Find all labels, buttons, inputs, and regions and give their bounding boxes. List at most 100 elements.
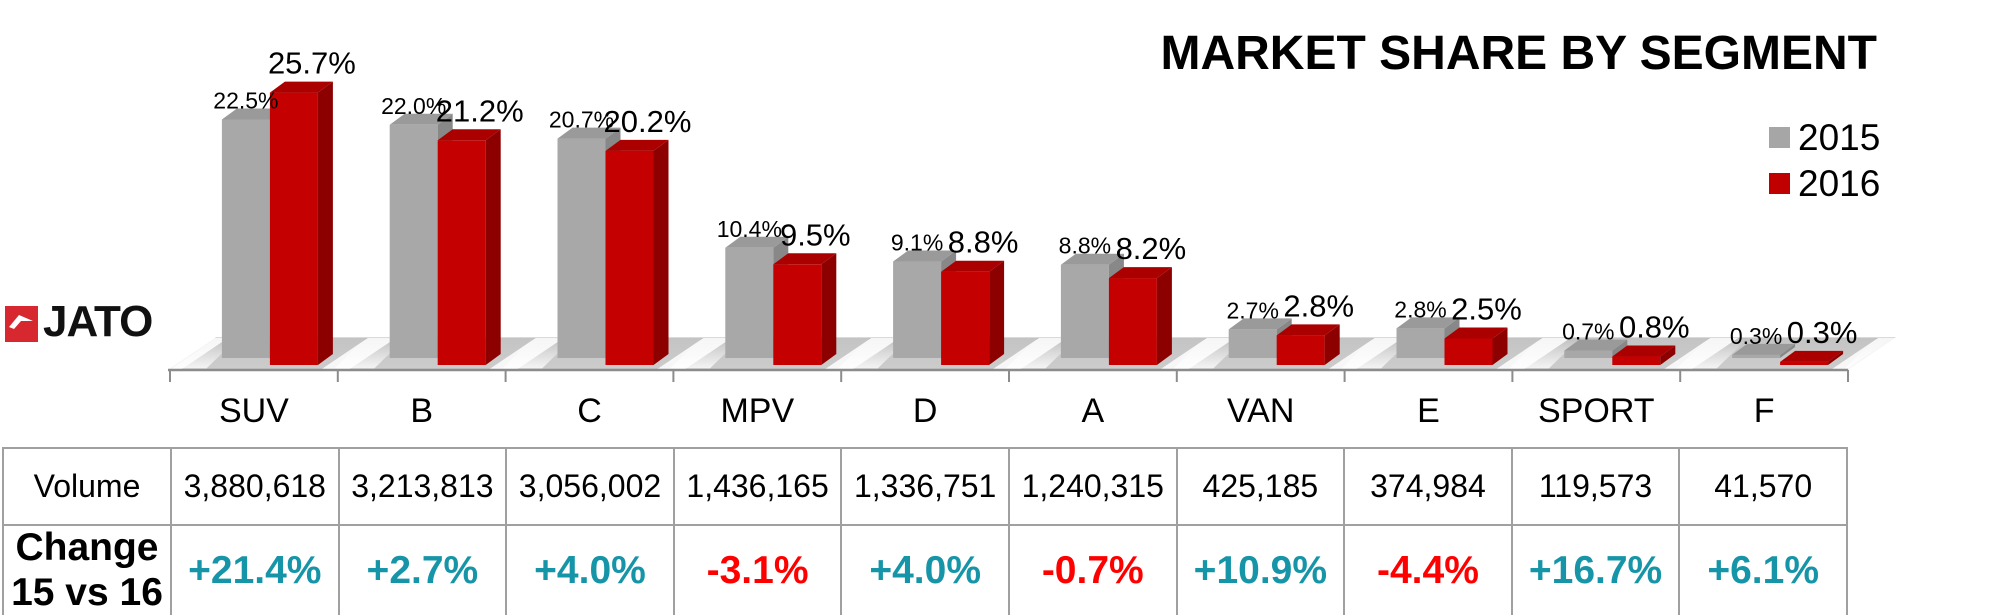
volume-cell-E: 374,984 xyxy=(1343,447,1513,526)
segment-data-table: Volume 3,880,618 3,213,813 3,056,002 1,436,1… xyxy=(2,447,1848,615)
value-label-2016-C: 20.2% xyxy=(604,104,692,139)
bar-2016-C xyxy=(605,150,654,365)
bar-2016-B xyxy=(437,140,486,365)
value-label-2015-C: 20.7% xyxy=(549,107,614,133)
bar-2016-MPV-top xyxy=(773,253,837,265)
change-row: Change 15 vs 16 +21.4% +2.7% +4.0% -3.1% +4.0%… xyxy=(2,524,1848,615)
bar-2015-F-top xyxy=(1732,343,1796,355)
bar-2015-SUV xyxy=(221,119,270,358)
bar-2016-A-side xyxy=(1156,267,1172,365)
bar-2015-E-top xyxy=(1396,317,1460,329)
bar-2015-MPV-top xyxy=(725,236,789,248)
bar-2016-F-side xyxy=(1828,350,1844,365)
bar-2015-SUV-top xyxy=(221,108,285,120)
legend-item-2015: 2015 xyxy=(1769,114,1880,160)
bar-2015-SPORT xyxy=(1564,350,1613,358)
value-label-2015-SPORT: 0.7% xyxy=(1562,319,1614,345)
category-label-SUV: SUV xyxy=(219,392,289,430)
bar-2015-B-top xyxy=(389,113,453,125)
bar-2016-A xyxy=(1108,278,1157,365)
value-label-2015-D: 9.1% xyxy=(891,230,943,256)
value-label-2015-E: 2.8% xyxy=(1394,296,1446,322)
value-label-2015-A: 8.8% xyxy=(1059,233,1111,259)
jato-logo-text: JATO xyxy=(43,297,153,346)
volume-cell-F: 41,570 xyxy=(1678,447,1848,526)
value-label-2015-F: 0.3% xyxy=(1730,323,1782,349)
change-cell-A: -0.7% xyxy=(1007,524,1178,615)
change-cell-D: +4.0% xyxy=(840,524,1010,615)
floor-highlight-band xyxy=(154,338,228,369)
bar-2016-VAN xyxy=(1276,335,1325,365)
bar-2016-MPV xyxy=(773,264,822,365)
bar-2016-F xyxy=(1780,361,1829,365)
bar-2015-VAN-top xyxy=(1228,318,1292,330)
bar-2015-VAN xyxy=(1228,329,1277,358)
legend-swatch-2016 xyxy=(1769,172,1790,194)
category-label-SPORT: SPORT xyxy=(1538,392,1655,430)
volume-cell-C: 3,056,002 xyxy=(505,447,675,526)
bar-2016-SPORT xyxy=(1612,356,1661,365)
floor-highlight-band xyxy=(321,338,396,369)
bar-2016-B-top xyxy=(437,129,501,141)
change-row-label: Change 15 vs 16 xyxy=(2,524,172,615)
value-label-2015-B: 22.0% xyxy=(381,93,446,119)
bar-2016-SUV-top xyxy=(269,81,333,93)
bar-2015-C-top xyxy=(557,127,621,139)
bar-2016-D-side xyxy=(989,260,1005,365)
bar-2015-SPORT-top xyxy=(1564,339,1628,351)
value-label-2016-VAN: 2.8% xyxy=(1283,288,1354,323)
change-cell-B: +2.7% xyxy=(337,524,508,615)
floor-highlight-band xyxy=(1160,338,1235,369)
chart-legend: 2015 2016 xyxy=(1769,114,1880,206)
bar-2016-SPORT-side xyxy=(1660,345,1676,365)
change-cell-F: +6.1% xyxy=(1678,524,1848,615)
bar-2015-C xyxy=(557,138,606,358)
floor-highlight-band xyxy=(1832,338,1906,369)
bar-2016-F-top xyxy=(1780,350,1844,362)
floor-highlight-band xyxy=(993,338,1067,369)
bar-2015-A-top xyxy=(1060,253,1124,265)
value-label-2016-D: 8.8% xyxy=(948,225,1019,260)
bar-2015-B xyxy=(389,124,438,358)
legend-item-2016: 2016 xyxy=(1769,160,1880,206)
value-label-2016-E: 2.5% xyxy=(1451,292,1522,327)
category-label-VAN: VAN xyxy=(1227,392,1294,430)
value-label-2016-SPORT: 0.8% xyxy=(1619,310,1690,345)
value-label-2016-A: 8.2% xyxy=(1116,231,1187,266)
legend-label-2016: 2016 xyxy=(1798,162,1881,204)
volume-cell-B: 3,213,813 xyxy=(337,447,508,526)
category-label-E: E xyxy=(1417,392,1440,430)
change-cell-MPV: -3.1% xyxy=(672,524,843,615)
volume-cell-SUV: 3,880,618 xyxy=(170,447,340,526)
floor-highlight-band xyxy=(1664,338,1739,369)
volume-cell-D: 1,336,751 xyxy=(840,447,1010,526)
bar-2016-D-top xyxy=(941,260,1005,272)
bar-2016-A-top xyxy=(1108,267,1172,279)
change-cell-E: -4.4% xyxy=(1343,524,1513,615)
value-label-2015-SUV: 22.5% xyxy=(213,88,278,114)
bar-2016-MPV-side xyxy=(821,253,837,365)
volume-cell-VAN: 425,185 xyxy=(1175,447,1346,526)
volume-cell-A: 1,240,315 xyxy=(1007,447,1178,526)
bar-2015-SPORT-side xyxy=(1612,339,1628,358)
jato-logo: JATO xyxy=(5,297,153,346)
bar-2016-C-side xyxy=(653,139,669,365)
bar-2016-VAN-top xyxy=(1276,324,1340,336)
chart-title: MARKET SHARE BY SEGMENT xyxy=(1160,27,1877,80)
floor-highlight-band xyxy=(1496,338,1571,369)
bar-2016-SUV-side xyxy=(317,81,333,365)
category-label-MPV: MPV xyxy=(720,392,794,430)
bar-2015-D xyxy=(893,261,942,358)
legend-swatch-2015 xyxy=(1769,126,1790,148)
bar-2016-D xyxy=(941,271,990,365)
bar-2015-MPV xyxy=(725,247,774,358)
change-cell-SPORT: +16.7% xyxy=(1510,524,1681,615)
value-label-2016-B: 21.2% xyxy=(436,93,524,128)
bar-2016-E-side xyxy=(1492,327,1508,365)
category-label-C: C xyxy=(577,392,602,430)
jato-arrow-icon xyxy=(9,315,33,329)
bar-2016-VAN-side xyxy=(1324,324,1340,365)
category-label-D: D xyxy=(913,392,938,430)
volume-cell-SPORT: 119,573 xyxy=(1510,447,1681,526)
category-label-F: F xyxy=(1754,392,1775,430)
